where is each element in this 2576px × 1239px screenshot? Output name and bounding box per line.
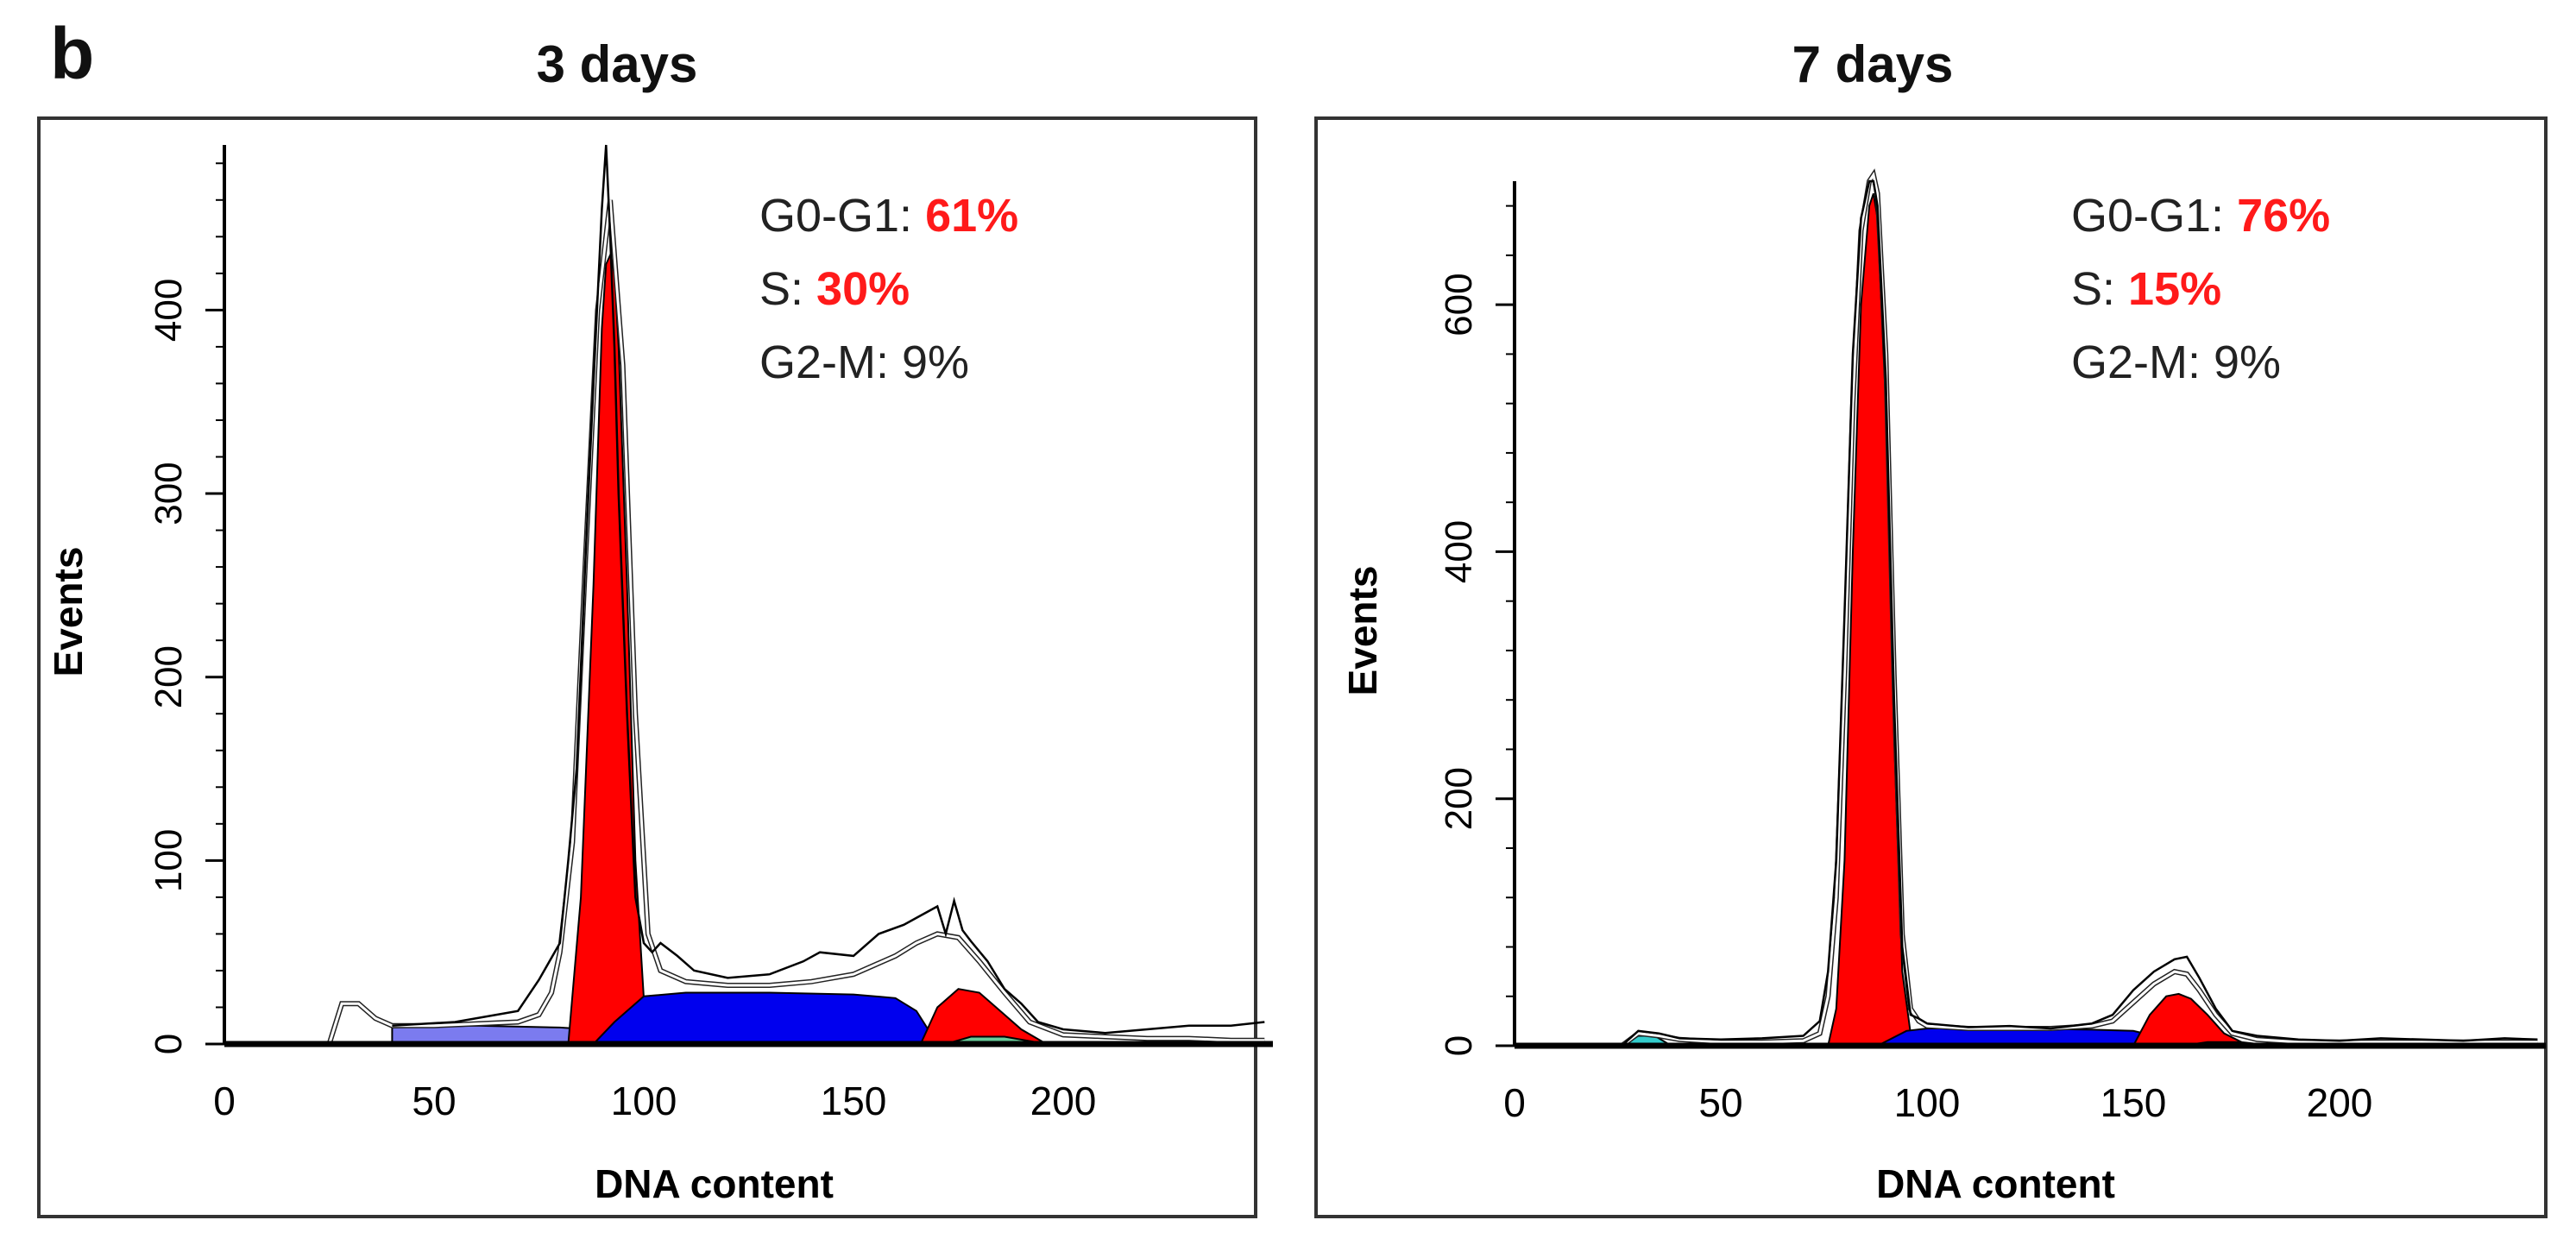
panel2-x-tick-label: 0 xyxy=(1503,1080,1526,1125)
panel2-y-tick-label: 200 xyxy=(1438,767,1480,830)
panel2-area-g2-m xyxy=(2132,992,2250,1047)
panel1-x-tick-label: 200 xyxy=(1030,1079,1097,1123)
panel2-x-axis-title: DNA content xyxy=(1876,1161,2115,1206)
panel1-y-tick-label: 0 xyxy=(148,1034,190,1054)
panel-title-7-days: 7 days xyxy=(1792,35,1954,93)
panel2-x-tick-label: 200 xyxy=(2307,1080,2373,1125)
panel1-x-tick-label: 150 xyxy=(821,1079,887,1123)
figure-label: b xyxy=(50,13,95,94)
panel2-y-tick-label: 400 xyxy=(1438,520,1480,583)
panel2-stat-2: S: 15% xyxy=(2071,263,2221,315)
panel2-y-tick-label: 600 xyxy=(1438,273,1480,336)
panel2-y-axis-title: Events xyxy=(1340,566,1385,696)
panel1-y-tick-label: 200 xyxy=(148,645,190,708)
panel2-stat-1: G0-G1: 76% xyxy=(2071,190,2330,242)
panel1-area-s xyxy=(592,991,940,1045)
panel1-y-tick-label: 100 xyxy=(148,829,190,892)
panel1-stat-1: G0-G1: 61% xyxy=(759,190,1018,242)
panel2-y-tick-label: 0 xyxy=(1438,1035,1480,1056)
panel2-area-g0-g1 xyxy=(1827,192,1920,1047)
panel1-y-tick-label: 300 xyxy=(148,462,190,525)
panel2-x-tick-label: 100 xyxy=(1894,1080,1961,1125)
panel-title-3-days: 3 days xyxy=(536,35,698,93)
panel2-fit-line xyxy=(1621,172,2538,1047)
panel1-x-tick-label: 0 xyxy=(213,1079,236,1123)
panel1-x-axis-title: DNA content xyxy=(595,1161,834,1206)
panel2-x-tick-label: 50 xyxy=(1698,1080,1742,1125)
panel1-stat-3: G2-M: 9% xyxy=(759,336,969,388)
panel2-x-tick-label: 150 xyxy=(2100,1080,2167,1125)
panel1-y-tick-label: 400 xyxy=(148,279,190,342)
panel1-frame xyxy=(37,116,1257,1218)
panel2-data-line xyxy=(1621,179,2538,1047)
panel1-fit-outline xyxy=(326,199,1265,1045)
panel1-y-axis-title: Events xyxy=(46,547,91,677)
panel1-fit-line xyxy=(328,199,1265,1045)
panel1-x-tick-label: 50 xyxy=(412,1079,456,1123)
panel2-frame xyxy=(1314,116,2548,1218)
panel1-data-line xyxy=(392,144,1265,1035)
panel1-stat-2: S: 30% xyxy=(759,263,910,315)
panel1-x-tick-label: 100 xyxy=(611,1079,677,1123)
panel2-stat-3: G2-M: 9% xyxy=(2071,336,2281,388)
